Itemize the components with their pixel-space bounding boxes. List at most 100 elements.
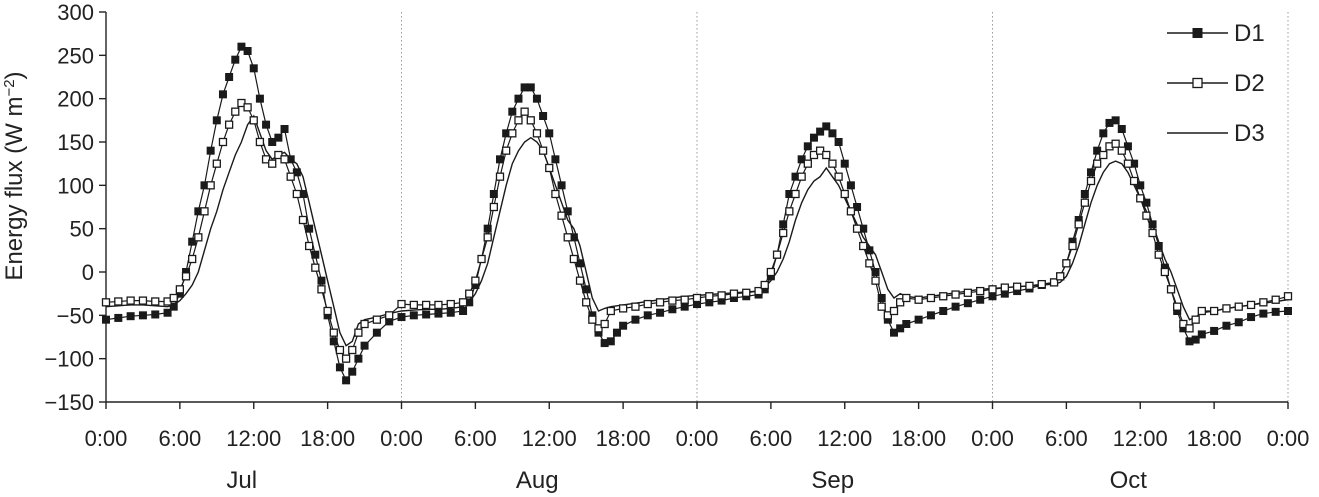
data-point-d1 [797,155,806,164]
data-point-d2 [1185,324,1194,333]
data-point-d1 [853,203,862,211]
data-point-d2 [385,311,394,320]
data-point-d2 [169,293,178,303]
data-point-d2 [914,295,923,304]
data-point-d2 [828,159,837,168]
data-point-d2 [852,224,862,233]
data-point-d1 [489,190,498,198]
data-point-d2 [668,296,677,305]
data-point-d2 [341,354,351,363]
data-point-d2 [717,291,726,300]
data-point-d1 [619,321,628,330]
data-point-d2 [206,181,215,190]
data-point-d2 [729,289,739,298]
x-tick-label: 0:00 [85,426,128,451]
data-point-d2 [822,150,831,160]
data-point-d2 [224,120,234,129]
data-point-d2 [889,306,899,316]
data-point-d2 [582,298,591,307]
data-point-d1 [305,224,314,233]
data-point-d1 [231,55,240,64]
legend-label-d1: D1 [1234,20,1265,47]
x-tick-label: 6:00 [454,426,497,451]
x-tick-label: 0:00 [380,426,423,451]
data-point-d1 [551,155,560,164]
data-point-d1 [532,94,541,103]
data-point-d1 [809,133,818,142]
data-point-d1 [1111,116,1120,125]
data-point-d2 [1179,319,1188,329]
data-point-d1 [582,285,591,294]
data-point-d2 [1086,176,1096,186]
data-point-d1 [643,311,652,320]
data-point-d2 [1056,272,1065,281]
data-point-d1 [1197,330,1206,339]
data-point-d2 [834,172,843,181]
data-point-d1 [237,42,246,51]
data-point-d2 [883,311,892,320]
data-point-d1 [126,312,135,321]
data-point-d1 [1087,168,1095,177]
data-point-d2 [397,299,406,309]
data-point-d2 [606,306,615,316]
data-point-d1 [1099,129,1108,138]
data-point-d2 [1123,159,1133,168]
data-point-d1 [496,155,504,164]
month-label: Sep [811,467,854,494]
data-point-d2 [760,280,769,290]
data-point-d1 [446,308,455,317]
data-point-d1 [243,47,252,55]
y-tick-label: 100 [57,173,94,198]
data-point-d2 [1173,302,1182,311]
data-point-d2 [951,290,960,299]
data-point-d2 [791,189,800,199]
data-point-d2 [1037,279,1046,289]
data-point-d2 [575,276,585,285]
x-tick-label: 18:00 [1187,426,1242,451]
data-point-d2 [286,172,295,181]
data-point-d1 [1259,309,1268,318]
data-point-d2 [255,137,265,147]
data-point-d1 [1222,321,1231,330]
data-point-d2 [237,98,246,108]
data-point-d1 [963,299,972,308]
data-point-d2 [354,328,363,337]
data-point-d2 [231,107,240,116]
data-point-d1 [1123,142,1132,151]
legend-label-d2: D2 [1234,70,1265,97]
data-point-d2 [1117,146,1126,155]
data-point-d2 [508,129,517,138]
data-point-d2 [114,297,123,306]
data-point-d2 [532,129,542,138]
data-point-d2 [538,146,548,155]
data-point-d1 [828,129,837,138]
data-point-d2 [471,276,480,285]
data-point-d2 [1129,176,1139,186]
y-tick-label: 200 [57,87,94,112]
data-point-d1 [434,309,443,318]
x-tick-label: 12:00 [522,426,577,451]
data-point-d2 [815,146,825,155]
data-point-d2 [563,233,572,242]
month-label: Jul [226,467,257,494]
data-point-d2 [421,300,431,310]
data-point-d1 [317,276,326,285]
data-point-d2 [551,189,560,199]
data-point-d2 [298,215,308,225]
data-point-d1 [631,315,640,324]
y-tick-label: −50 [57,303,94,328]
data-point-d2 [1111,139,1120,148]
data-point-d2 [1283,292,1293,301]
y-axis-ticks: −150 −100 −50 0 50 100 150 200 250 300 [44,0,106,415]
y-tick-label: 50 [70,217,94,242]
data-point-d2 [409,300,418,310]
data-point-d2 [274,150,283,160]
data-point-d1 [1284,307,1292,315]
data-point-d1 [871,268,880,276]
data-point-d1 [292,168,301,177]
data-point-d2 [643,299,652,309]
data-point-d1 [668,305,677,314]
data-point-d1 [840,159,849,168]
data-point-d2 [465,289,474,298]
data-point-d2 [1148,228,1157,238]
